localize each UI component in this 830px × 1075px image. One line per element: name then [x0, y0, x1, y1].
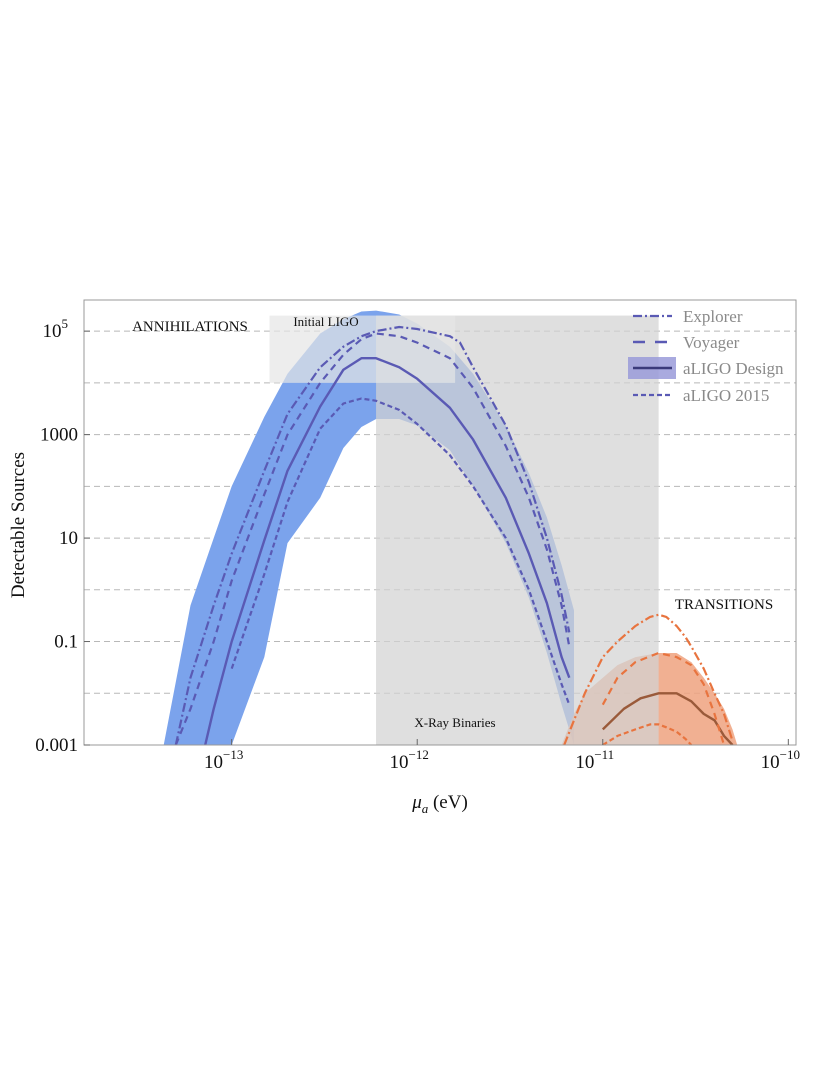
x-tick-label: 10−10 [761, 747, 800, 773]
plot-area [84, 310, 796, 745]
x-tick-label: 10−11 [575, 747, 614, 773]
y-axis-label: Detectable Sources [8, 452, 29, 598]
legend-label: Explorer [683, 307, 743, 326]
transitions-voyager-line [601, 651, 726, 745]
annotations: X-Ray Binaries Initial LIGO ANNIHILATIONS T… [132, 314, 773, 730]
y-tick-label: 10 [59, 528, 78, 549]
annihilations-voyager-line [174, 332, 571, 745]
legend-entry-voyager: Voyager [633, 333, 740, 352]
series-lines [174, 325, 734, 745]
transitions-aligo-2015-line [602, 723, 693, 745]
shaded-regions [269, 315, 659, 745]
y-tick-label: 1000 [40, 425, 78, 446]
y-tick-label: 105 [43, 316, 69, 342]
legend-label: aLIGO 2015 [683, 386, 769, 405]
x-axis-label: μa (eV) [411, 792, 468, 816]
annihilations-aligo-2015-line [230, 397, 571, 706]
region-label-initial-ligo: Initial LIGO [293, 314, 358, 329]
y-tick-label: 0.001 [35, 735, 78, 756]
annihilations-aligo-design-line [204, 357, 571, 745]
annotation-transitions: TRANSITIONS [675, 597, 773, 613]
region-xray-binaries [376, 315, 659, 745]
x-tick-label: 10−12 [390, 747, 429, 773]
legend-label: aLIGO Design [683, 359, 784, 378]
y-tick-label: 0.1 [54, 632, 78, 653]
region-label-xray-binaries: X-Ray Binaries [414, 715, 495, 730]
transitions-explorer-line [563, 613, 734, 745]
legend-entry-aligo-2015: aLIGO 2015 [633, 386, 769, 405]
annotation-annihilations: ANNIHILATIONS [132, 319, 248, 335]
legend-label: Voyager [683, 333, 740, 352]
x-tick-label: 10−13 [204, 747, 243, 773]
region-initial-ligo [269, 315, 456, 383]
legend-entry-explorer: Explorer [633, 307, 743, 326]
legend: Explorer Voyager aLIGO Design aLIGO 2015 [628, 307, 784, 405]
legend-entry-aligo-design: aLIGO Design [628, 357, 784, 379]
plot-frame [83, 299, 797, 746]
